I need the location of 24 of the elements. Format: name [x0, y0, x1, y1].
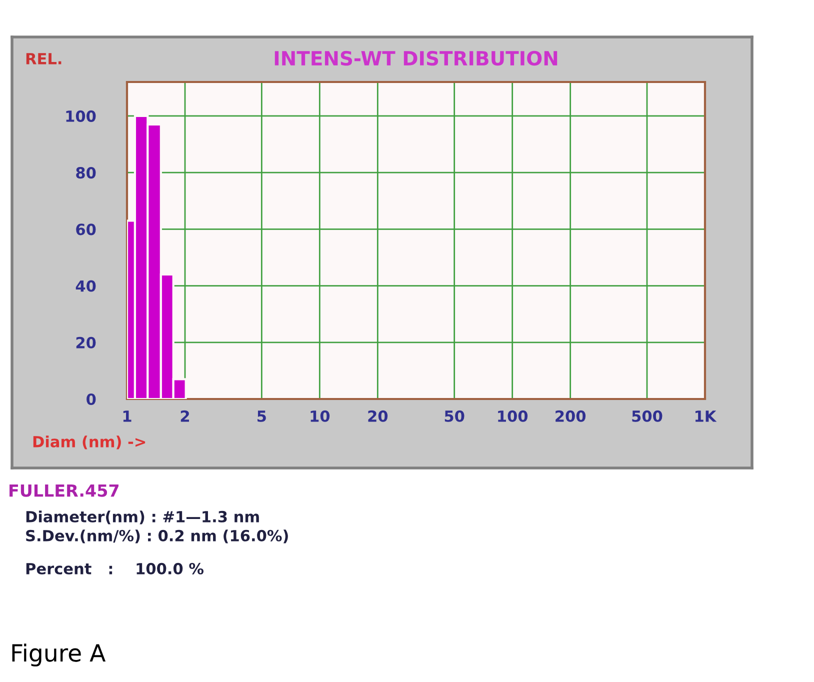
x-axis-title: Diam (nm) -> — [33, 436, 146, 450]
y-tick-label: 40 — [76, 280, 96, 292]
x-tick-label: 5 — [258, 410, 266, 422]
text: Diameter(nm) : #1—1.3 nm — [26, 510, 259, 524]
x-tick-label: 2 — [180, 410, 189, 422]
text: Percent : 100.0 % — [26, 562, 204, 574]
text: FULLER.457 — [10, 484, 118, 497]
x-tick-label: 20 — [368, 410, 388, 422]
x-tick-label: 500 — [632, 410, 662, 422]
chart-title: INTENS-WT DISTRIBUTION — [274, 50, 558, 66]
y-tick-label: 100 — [66, 110, 96, 122]
x-tick-label: 10 — [310, 410, 330, 422]
text: S.Dev.(nm/%) : 0.2 nm (16.0%) — [26, 530, 288, 544]
y-tick-label: 0 — [86, 393, 96, 406]
text: Figure A — [12, 644, 106, 666]
x-tick-label: 50 — [444, 410, 464, 422]
y-tick-label: 20 — [76, 336, 96, 348]
y-axis-title: REL. — [26, 53, 62, 64]
y-tick-label: 60 — [76, 224, 96, 236]
y-tick-label: 80 — [76, 167, 96, 179]
x-tick-label: 1 — [123, 410, 132, 422]
x-tick-label: 1K — [695, 410, 717, 422]
x-tick-label: 200 — [556, 410, 586, 422]
x-tick-label: 100 — [498, 410, 528, 422]
